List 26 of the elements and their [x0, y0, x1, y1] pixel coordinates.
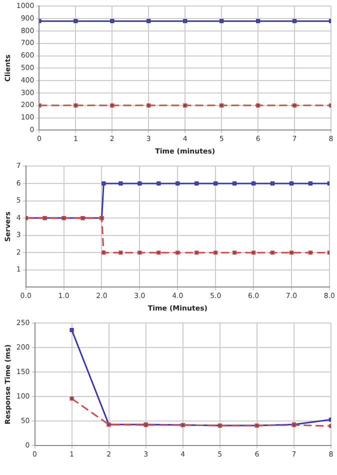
- point: [118, 181, 123, 186]
- point: [289, 250, 294, 255]
- point: [289, 181, 294, 186]
- point: [232, 181, 237, 186]
- point: [270, 181, 275, 186]
- point: [308, 250, 313, 255]
- point: [102, 250, 106, 255]
- point: [102, 181, 106, 186]
- point: [138, 250, 142, 255]
- point: [214, 181, 218, 186]
- point: [70, 396, 74, 401]
- point: [70, 328, 74, 332]
- point: [138, 181, 142, 186]
- point: [194, 250, 199, 255]
- point: [270, 250, 275, 255]
- point: [156, 250, 161, 255]
- point: [308, 181, 313, 186]
- point: [156, 181, 161, 186]
- point: [118, 250, 123, 255]
- point: [214, 250, 218, 255]
- point: [251, 181, 256, 186]
- point: [176, 250, 180, 255]
- point: [194, 181, 199, 186]
- point: [232, 250, 237, 255]
- point: [251, 250, 256, 255]
- point: [176, 181, 180, 186]
